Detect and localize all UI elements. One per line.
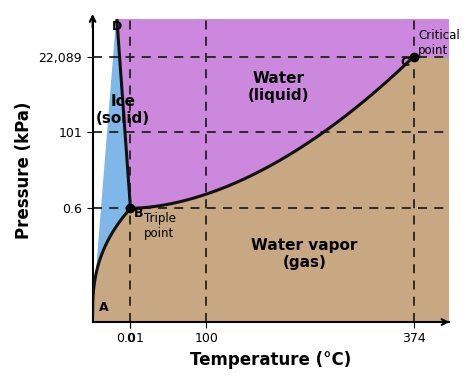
Text: C: C bbox=[400, 56, 409, 69]
X-axis label: Temperature (°C): Temperature (°C) bbox=[190, 351, 351, 369]
Text: Critical
point: Critical point bbox=[418, 29, 460, 57]
Y-axis label: Pressure (kPa): Pressure (kPa) bbox=[15, 102, 33, 239]
Polygon shape bbox=[92, 56, 448, 322]
Polygon shape bbox=[92, 19, 130, 322]
Text: Water
(liquid): Water (liquid) bbox=[247, 71, 309, 103]
Text: Water vapor
(gas): Water vapor (gas) bbox=[251, 238, 358, 270]
Text: Ice
(solid): Ice (solid) bbox=[96, 94, 150, 126]
Text: B: B bbox=[134, 207, 144, 220]
Polygon shape bbox=[117, 19, 448, 208]
Text: Triple
point: Triple point bbox=[144, 212, 176, 240]
Text: D: D bbox=[111, 20, 122, 33]
Text: A: A bbox=[99, 301, 108, 314]
